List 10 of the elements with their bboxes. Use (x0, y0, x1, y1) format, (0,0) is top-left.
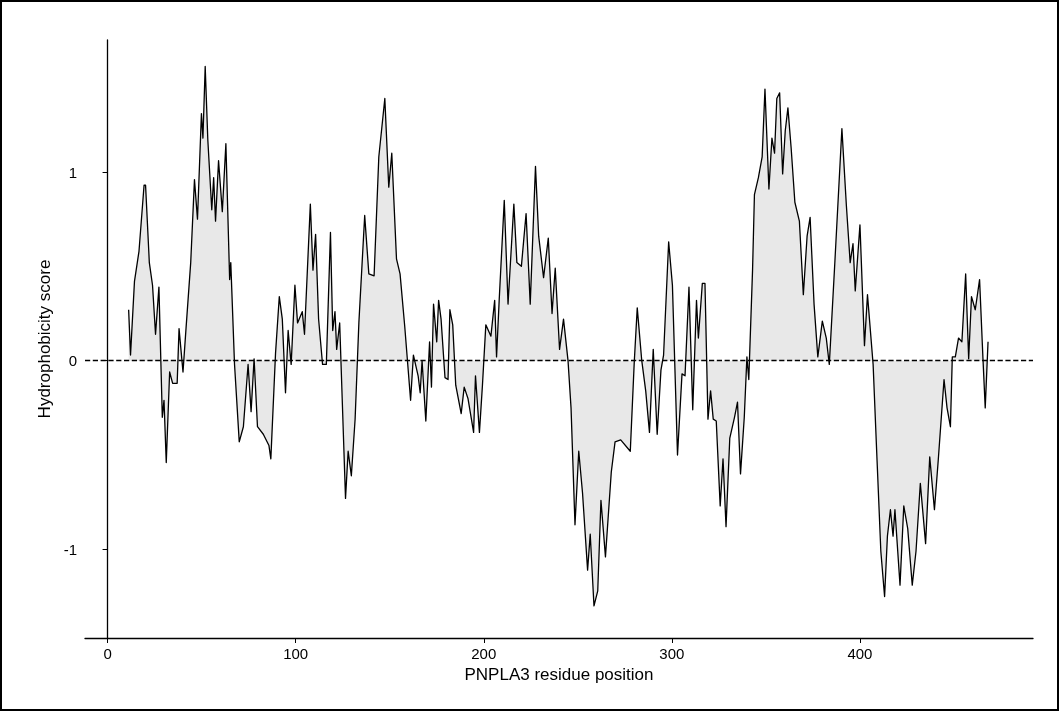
x-tick-label: 200 (471, 645, 497, 662)
y-tick-label: -1 (63, 540, 77, 558)
y-tick-label: 1 (68, 163, 77, 181)
y-axis-title: Hydrophobicity score (34, 259, 54, 419)
x-tick-label: 100 (283, 645, 309, 662)
x-tick-label: 400 (847, 645, 873, 662)
x-tick-label: 300 (659, 645, 685, 662)
x-axis-title: PNPLA3 residue position (464, 664, 654, 684)
y-tick-label: 0 (68, 352, 77, 370)
x-tick-label: 0 (103, 645, 112, 662)
